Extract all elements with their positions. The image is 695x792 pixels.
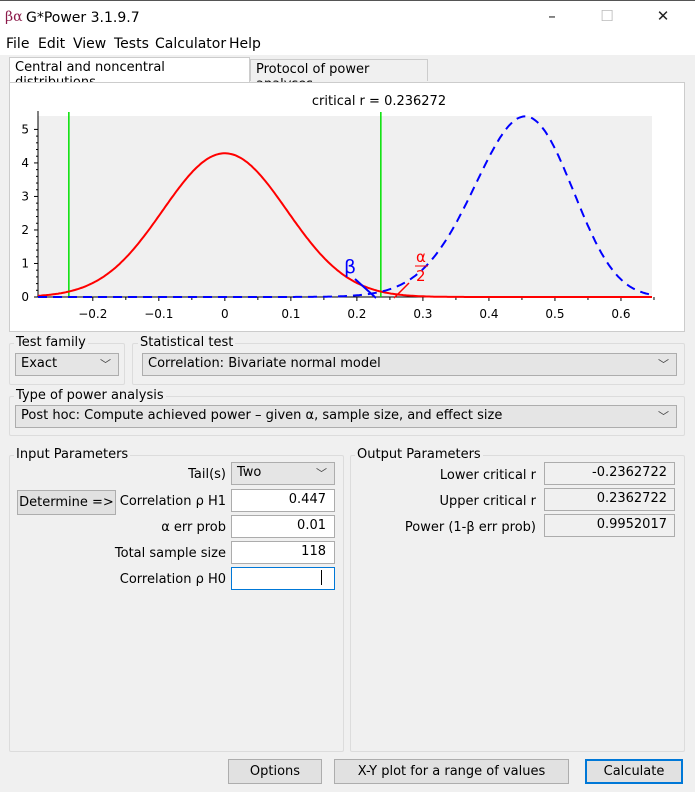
x-tick-label: 0.1	[281, 307, 300, 321]
tails-value: Two	[237, 465, 262, 480]
tab-distributions[interactable]: Central and noncentral distributions	[9, 57, 250, 90]
power-label: Power (1-β err prob)	[404, 520, 536, 535]
upper-critical-value: 0.2362722	[544, 488, 675, 511]
x-tick-label: 0.5	[545, 307, 564, 321]
beta-pointer	[354, 278, 377, 299]
menu-tests[interactable]: Tests	[114, 36, 149, 52]
x-tick-label: 0	[221, 307, 229, 321]
sample-size-label: Total sample size	[114, 546, 226, 561]
x-tick-label: 0.4	[479, 307, 498, 321]
y-tick-label: 1	[21, 256, 29, 270]
x-tick-label: −0.2	[78, 307, 107, 321]
alpha-label-field: α err prob	[161, 520, 226, 535]
rho-h1-input[interactable]: 0.447	[231, 489, 335, 512]
chevron-down-icon: ﹀	[100, 358, 111, 371]
x-tick-label: 0.3	[413, 307, 432, 321]
window-title: G*Power 3.1.9.7	[26, 10, 140, 26]
y-tick-label: 3	[21, 189, 29, 203]
output-parameters-group	[350, 455, 685, 752]
close-button[interactable]: ✕	[656, 7, 670, 25]
beta-label: β	[344, 256, 356, 278]
distribution-plot: critical r = 0.236272 0 1 2 3 4 5 −0.2 −0.1 0 0.1…	[21, 94, 655, 321]
x-tick-label: 0.6	[611, 307, 630, 321]
text-cursor	[320, 570, 326, 585]
determine-button[interactable]: Determine =>	[17, 490, 116, 515]
tails-label: Tail(s)	[188, 467, 226, 482]
input-parameters-title: Input Parameters	[14, 447, 131, 462]
title-bar: βα G*Power 3.1.9.7 – ☐ ✕	[0, 0, 695, 35]
h1-density-curve	[38, 115, 653, 298]
test-family-select[interactable]: Exact ﹀	[15, 353, 119, 376]
statistical-test-label: Statistical test	[138, 335, 236, 350]
y-tick-label: 2	[21, 223, 29, 237]
alpha-input[interactable]: 0.01	[231, 515, 335, 538]
power-analysis-label: Type of power analysis	[14, 388, 166, 403]
alpha-label: α	[416, 248, 426, 266]
rho-h0-label: Correlation ρ H0	[119, 572, 226, 587]
tab-protocol[interactable]: Protocol of power analyses	[250, 59, 428, 92]
rho-h0-input[interactable]	[231, 567, 335, 590]
lower-critical-value: -0.2362722	[544, 462, 675, 485]
options-button[interactable]: Options	[228, 759, 322, 784]
chevron-down-icon: ﹀	[316, 467, 327, 480]
distribution-plot-panel: critical r = 0.236272 0 1 2 3 4 5 −0.2 −0.1 0 0.1…	[9, 82, 685, 332]
power-analysis-value: Post hoc: Compute achieved power – given…	[21, 408, 503, 423]
power-analysis-select[interactable]: Post hoc: Compute achieved power – given…	[15, 405, 677, 428]
alpha-pointer	[393, 282, 410, 299]
y-tick-label: 4	[21, 156, 29, 170]
rho-h1-label: Correlation ρ H1	[119, 494, 226, 509]
sample-size-input[interactable]: 118	[231, 541, 335, 564]
statistical-test-group	[132, 343, 685, 385]
menu-calculator[interactable]: Calculator	[155, 36, 227, 52]
calculate-button[interactable]: Calculate	[585, 759, 683, 784]
h0-density-curve	[37, 152, 652, 298]
lower-critical-label: Lower critical r	[439, 468, 536, 483]
menu-edit[interactable]: Edit	[38, 36, 66, 52]
upper-critical-label: Upper critical r	[439, 494, 536, 509]
maximize-button[interactable]: ☐	[600, 7, 614, 25]
chevron-down-icon: ﹀	[658, 410, 669, 423]
plot-title: critical r = 0.236272	[312, 94, 446, 109]
xy-plot-button[interactable]: X-Y plot for a range of values	[334, 759, 569, 784]
minimize-button[interactable]: –	[548, 7, 556, 25]
menu-view[interactable]: View	[73, 36, 107, 52]
statistical-test-value: Correlation: Bivariate normal model	[148, 356, 381, 371]
y-tick-label: 5	[21, 122, 29, 136]
power-analysis-group	[9, 396, 685, 436]
test-family-value: Exact	[21, 356, 58, 371]
input-parameters-group	[9, 455, 344, 752]
menu-file[interactable]: File	[6, 36, 30, 52]
menu-bar: File Edit View Tests Calculator Help	[0, 35, 695, 55]
power-value: 0.9952017	[544, 514, 675, 537]
menu-help[interactable]: Help	[229, 36, 261, 52]
plot-background	[38, 116, 652, 297]
test-family-label: Test family	[14, 335, 88, 350]
tails-select[interactable]: Two ﹀	[231, 462, 335, 485]
alpha-denominator: 2	[416, 267, 426, 285]
x-tick-label: −0.1	[144, 307, 173, 321]
x-tick-label: 0.2	[347, 307, 366, 321]
y-tick-label: 0	[21, 290, 29, 304]
app-icon: βα	[5, 9, 23, 25]
output-parameters-title: Output Parameters	[355, 447, 483, 462]
chevron-down-icon: ﹀	[658, 358, 669, 371]
statistical-test-select[interactable]: Correlation: Bivariate normal model ﹀	[142, 353, 677, 376]
